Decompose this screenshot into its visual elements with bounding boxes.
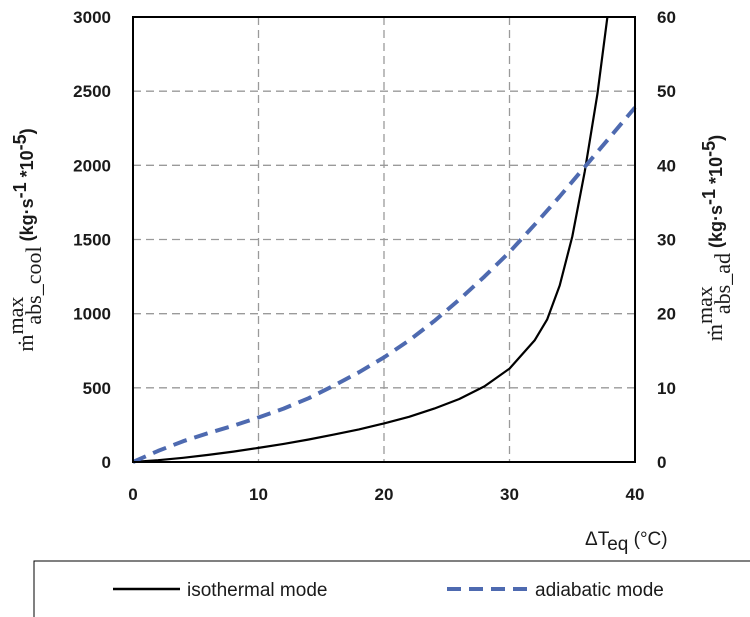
y-right-tick-labels: 0 10 20 30 40 50 60	[657, 8, 676, 472]
x-tick-label: 20	[375, 485, 394, 504]
y-left-tick-label: 0	[102, 453, 111, 472]
x-tick-label: 30	[500, 485, 519, 504]
y-right-tick-label: 50	[657, 82, 676, 101]
y-left-tick-labels: 0 500 1000 1500 2000 2500 3000	[73, 8, 111, 472]
y-left-tick-label: 1500	[73, 231, 111, 250]
y-left-tick-label: 1000	[73, 305, 111, 324]
y-left-tick-label: 2500	[73, 82, 111, 101]
y-right-tick-label: 60	[657, 8, 676, 27]
y-right-tick-label: 0	[657, 453, 666, 472]
x-tick-label: 40	[626, 485, 645, 504]
y-left-tick-label: 500	[83, 379, 111, 398]
x-tick-label: 10	[249, 485, 268, 504]
series-line-isothermal	[132, 16, 609, 464]
y-left-tick-label: 2000	[73, 156, 111, 175]
legend-frame	[33, 560, 750, 617]
y-right-tick-label: 40	[657, 156, 676, 175]
x-tick-label: 0	[128, 485, 137, 504]
legend-label-isothermal: isothermal mode	[187, 580, 327, 601]
legend: isothermal mode adiabatic mode	[33, 560, 750, 617]
y-right-axis-title: ṁmaxabs_ad (kg·s-1 *10-5)	[692, 135, 735, 341]
plot-frame	[132, 16, 636, 463]
x-axis-title: ΔTeq (°C)	[585, 529, 668, 555]
y-right-tick-label: 30	[657, 231, 676, 250]
series-layer	[132, 16, 637, 464]
legend-label-adiabatic: adiabatic mode	[535, 580, 664, 601]
y-right-tick-label: 10	[657, 379, 676, 398]
y-right-tick-label: 20	[657, 305, 676, 324]
y-left-tick-label: 3000	[73, 8, 111, 27]
y-left-axis-title: ṁmaxabs_cool (kg·s-1 *10-5)	[3, 128, 46, 351]
x-tick-labels: 0 10 20 30 40	[128, 485, 644, 504]
grid	[133, 17, 635, 462]
series-line-adiabatic	[132, 106, 637, 464]
